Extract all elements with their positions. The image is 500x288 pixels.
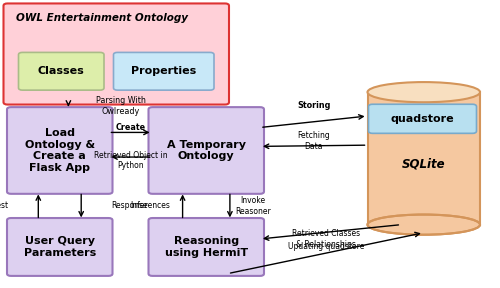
FancyBboxPatch shape (368, 92, 480, 225)
Text: Retrieved Classes
& Relationships: Retrieved Classes & Relationships (292, 229, 360, 249)
Ellipse shape (368, 82, 480, 102)
FancyBboxPatch shape (18, 52, 104, 90)
Text: Invoke
Reasoner: Invoke Reasoner (235, 196, 270, 216)
FancyBboxPatch shape (7, 107, 112, 194)
FancyBboxPatch shape (148, 218, 264, 276)
Ellipse shape (368, 215, 480, 235)
FancyBboxPatch shape (7, 218, 112, 276)
Text: Classes: Classes (38, 66, 84, 76)
Text: Inferences: Inferences (130, 201, 170, 211)
FancyBboxPatch shape (114, 52, 214, 90)
Text: User Query
Parameters: User Query Parameters (24, 236, 96, 258)
Text: Parsing With
Owlready: Parsing With Owlready (96, 96, 146, 115)
FancyBboxPatch shape (4, 3, 229, 105)
FancyBboxPatch shape (368, 104, 476, 133)
Text: Fetching
Data: Fetching Data (298, 132, 330, 151)
Text: OWL Entertainment Ontology: OWL Entertainment Ontology (16, 13, 188, 23)
Text: Properties: Properties (131, 66, 196, 76)
Text: Response: Response (111, 201, 148, 211)
Text: Updating quadstore: Updating quadstore (288, 242, 364, 251)
Text: Create: Create (116, 123, 146, 132)
Text: Reasoning
using HermiT: Reasoning using HermiT (164, 236, 248, 258)
Text: Retrieved Object in
Python: Retrieved Object in Python (94, 151, 168, 170)
Text: Load
Ontology &
Create a
Flask App: Load Ontology & Create a Flask App (24, 128, 95, 173)
FancyBboxPatch shape (148, 107, 264, 194)
Text: SQLite: SQLite (402, 158, 446, 171)
Text: A Temporary
Ontology: A Temporary Ontology (167, 140, 246, 161)
Text: Storing: Storing (297, 101, 330, 110)
Text: quadstore: quadstore (390, 114, 454, 124)
Text: Request: Request (0, 201, 8, 211)
